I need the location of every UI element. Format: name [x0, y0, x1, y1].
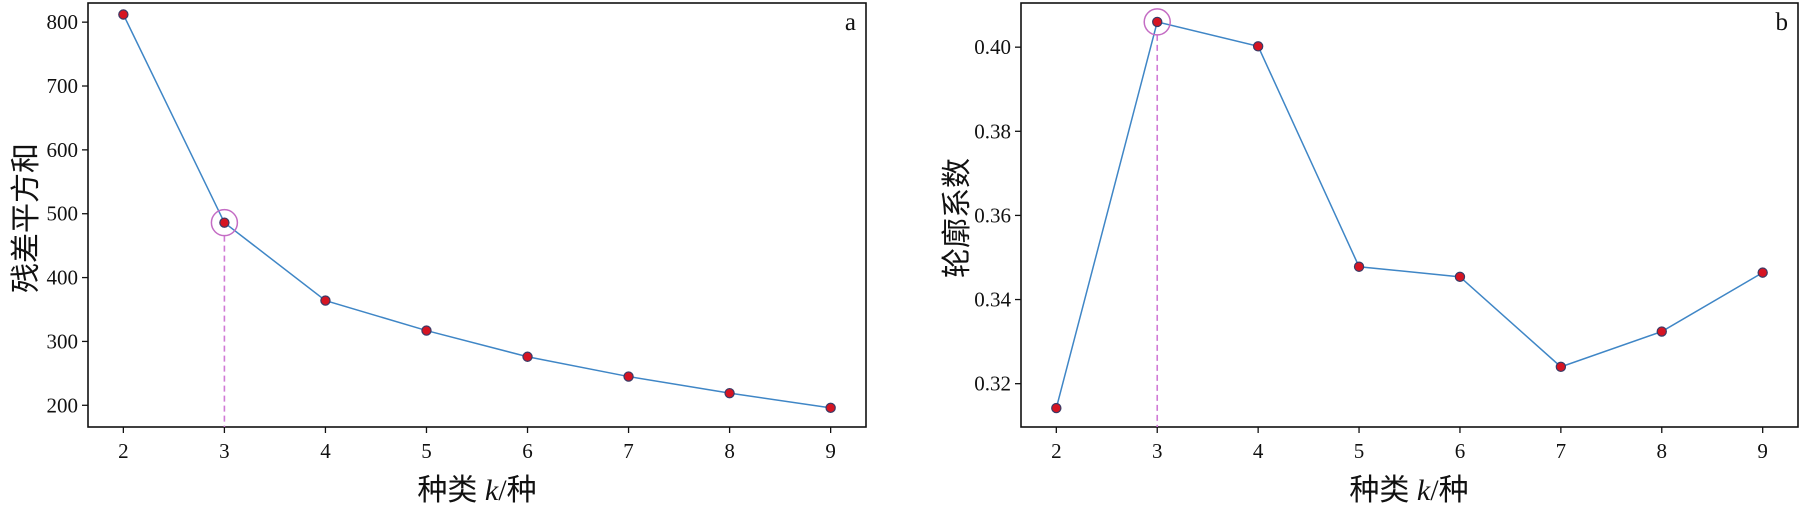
x-axis-label: 种类 k/种	[417, 474, 536, 507]
data-point	[1555, 361, 1567, 373]
data-point	[320, 295, 331, 306]
y-tick-label: 700	[47, 74, 79, 98]
series-line	[1055, 21, 1764, 409]
y-tick-label: 600	[47, 138, 79, 162]
x-tick-label: 9	[825, 439, 836, 463]
y-axis-label: 残差平方和	[10, 143, 43, 293]
plot-frame	[1020, 2, 1799, 428]
plot-frame	[87, 2, 867, 428]
x-tick-label: 8	[724, 439, 735, 463]
data-point	[623, 371, 634, 382]
x-tick-label: 7	[1556, 439, 1567, 463]
data-point	[421, 325, 432, 336]
x-tick-label: 2	[118, 439, 129, 463]
x-tick-label: 4	[1253, 439, 1264, 463]
x-tick-label: 3	[219, 439, 230, 463]
data-point	[825, 402, 836, 414]
y-tick-label: 0.32	[974, 372, 1011, 396]
x-tick-label: 8	[1657, 439, 1668, 463]
y-tick-label: 0.36	[974, 203, 1011, 227]
x-tick-label: 9	[1757, 439, 1768, 463]
x-tick-label: 3	[1152, 439, 1163, 463]
panel-label: b	[1776, 9, 1789, 36]
series-line	[122, 14, 831, 409]
x-tick-label: 7	[623, 439, 634, 463]
data-point	[118, 9, 129, 20]
data-point	[522, 351, 533, 362]
y-tick-label: 400	[47, 266, 79, 290]
x-tick-label: 5	[1354, 439, 1365, 463]
y-tick-label: 0.40	[974, 35, 1011, 59]
panel-label: a	[845, 9, 856, 36]
x-axis-label: 种类 k/种	[1349, 474, 1468, 507]
optimal-k-highlight-ring	[1143, 8, 1171, 36]
data-point	[1051, 402, 1062, 414]
y-tick-label: 300	[47, 329, 79, 353]
y-tick-label: 200	[47, 393, 79, 417]
y-tick-label: 500	[47, 202, 79, 226]
data-point	[1152, 16, 1163, 28]
data-point	[724, 387, 735, 399]
y-tick-label: 800	[47, 10, 79, 34]
data-point	[1454, 271, 1466, 283]
data-point	[1252, 41, 1264, 52]
x-tick-label: 6	[1455, 439, 1466, 463]
data-point	[1656, 326, 1667, 337]
x-tick-label: 5	[421, 439, 432, 463]
x-tick-label: 6	[522, 439, 533, 463]
data-point	[1353, 261, 1365, 272]
y-tick-label: 0.34	[974, 288, 1011, 312]
x-tick-label: 2	[1051, 439, 1062, 463]
x-tick-label: 4	[320, 439, 331, 463]
data-point	[1757, 267, 1768, 278]
optimal-k-highlight-ring	[210, 208, 239, 237]
y-tick-label: 0.38	[974, 119, 1011, 143]
data-point	[219, 217, 230, 228]
y-axis-label: 轮廓系数	[941, 158, 974, 278]
